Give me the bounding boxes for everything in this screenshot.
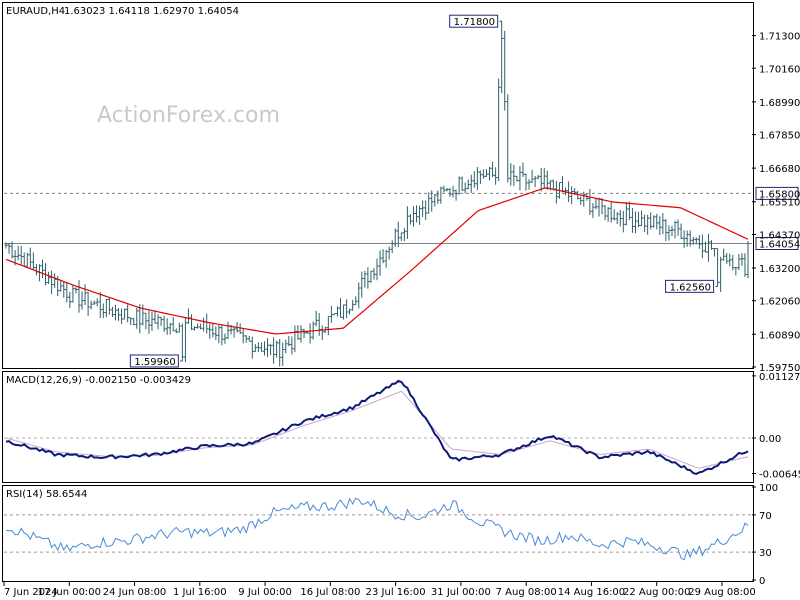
price-y-tick-label: 1.66680 bbox=[759, 164, 800, 175]
macd-y-tick-label: 0.00 bbox=[759, 434, 781, 445]
watermark: ActionForex.com bbox=[97, 103, 280, 128]
rsi-y-tick-label: 70 bbox=[759, 511, 772, 522]
x-tick-label: 22 Aug 00:00 bbox=[623, 587, 690, 598]
price-y-tick-label: 1.71300 bbox=[759, 32, 800, 43]
rsi-y-tick-label: 30 bbox=[759, 548, 772, 559]
annotation-label: 1.59960 bbox=[134, 357, 175, 368]
x-tick-label: 1 Jul 16:00 bbox=[173, 587, 227, 598]
price-y-tick-label: 1.67850 bbox=[759, 131, 800, 142]
x-tick-label: 24 Jun 08:00 bbox=[103, 587, 167, 598]
x-tick-label: 17 Jun 00:00 bbox=[38, 587, 102, 598]
price-y-tick-label: 1.68990 bbox=[759, 98, 800, 109]
price-level-label: 1.65800 bbox=[759, 189, 800, 200]
x-tick-label: 29 Aug 08:00 bbox=[688, 587, 755, 598]
x-tick-label: 9 Jul 00:00 bbox=[238, 587, 292, 598]
annotation-label: 1.62560 bbox=[670, 282, 711, 293]
macd-y-tick-label: 0.011271 bbox=[759, 372, 800, 383]
price-level-label-box bbox=[755, 186, 799, 200]
x-tick-label: 31 Jul 00:00 bbox=[431, 587, 491, 598]
x-tick-label: 16 Jul 08:00 bbox=[300, 587, 360, 598]
price-level-label: 1.64054 bbox=[759, 239, 800, 250]
price-y-tick-label: 1.63200 bbox=[759, 264, 800, 275]
chart-header-symbol: EURAUD,H4 bbox=[6, 6, 65, 17]
price-y-tick-label: 1.59750 bbox=[759, 363, 800, 374]
x-tick-label: 7 Jun 2024 bbox=[4, 587, 58, 598]
price-level-label-box bbox=[755, 236, 799, 250]
price-panel-frame bbox=[2, 2, 754, 369]
macd-y-tick-label: -0.006453 bbox=[759, 470, 800, 481]
annotation-box bbox=[449, 14, 499, 28]
chart-header-ohlc: 1.63023 1.64118 1.62970 1.64054 bbox=[64, 6, 239, 17]
x-tick-label: 23 Jul 16:00 bbox=[366, 587, 426, 598]
macd-panel-frame bbox=[2, 371, 754, 483]
axis-layer: 1.71300 1.70160 1.68990 1.67850 1.66680 1.655… bbox=[3, 32, 800, 598]
macd-title: MACD(12,26,9) -0.002150 -0.003429 bbox=[6, 375, 191, 386]
x-tick-label: 7 Aug 08:00 bbox=[496, 587, 557, 598]
annotation-box bbox=[129, 354, 179, 368]
price-y-tick-label: 1.64370 bbox=[759, 230, 800, 241]
rsi-y-tick-label: 0 bbox=[759, 576, 765, 587]
price-y-tick-label: 1.65510 bbox=[759, 198, 800, 209]
x-tick-label: 14 Aug 16:00 bbox=[558, 587, 625, 598]
macd-line bbox=[5, 379, 749, 476]
rsi-line bbox=[5, 497, 749, 561]
annotation-box bbox=[665, 279, 715, 293]
rsi-panel-frame bbox=[2, 485, 754, 582]
rsi-title: RSI(14) 58.6544 bbox=[6, 489, 87, 500]
rsi-y-tick-label: 100 bbox=[759, 483, 778, 494]
price-y-tick-label: 1.62060 bbox=[759, 297, 800, 308]
price-y-tick-label: 1.70160 bbox=[759, 64, 800, 75]
moving-average-line bbox=[5, 187, 749, 335]
annotation-label: 1.71800 bbox=[454, 17, 495, 28]
macd-layer bbox=[4, 379, 752, 476]
rsi-layer bbox=[4, 497, 752, 561]
price-layer: 1.65800 1.64054 1.59960 1.71800 1.62560 bbox=[4, 14, 800, 368]
price-y-tick-label: 1.60890 bbox=[759, 330, 800, 341]
